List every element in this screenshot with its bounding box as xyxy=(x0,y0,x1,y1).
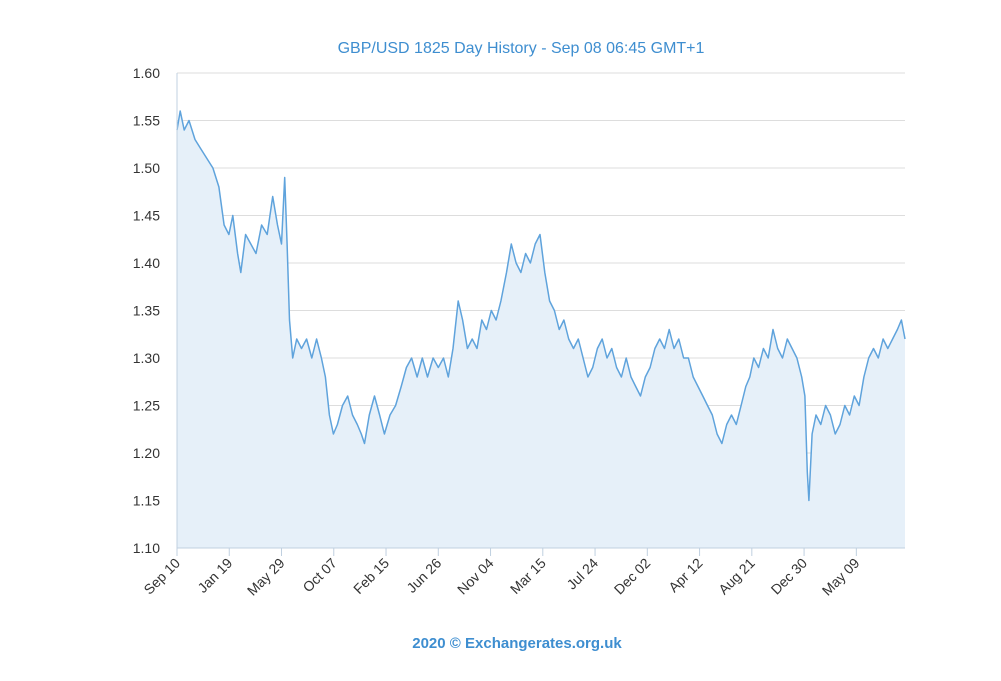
x-tick-label: Mar 15 xyxy=(507,555,549,597)
x-tick-label: Jul 24 xyxy=(563,555,601,593)
x-axis-ticks: Sep 10 Jan 19 May 29 Oct 07 Feb 15 Jun 26 Nov … xyxy=(140,548,863,599)
x-tick-label: Sep 10 xyxy=(140,555,183,598)
y-tick-label: 1.30 xyxy=(133,350,160,366)
x-tick-label: May 29 xyxy=(244,555,288,599)
y-tick-label: 1.15 xyxy=(133,493,160,509)
x-tick-label: Jun 26 xyxy=(403,555,444,596)
series-line[interactable] xyxy=(176,110,906,502)
y-tick-label: 1.10 xyxy=(133,540,160,556)
y-tick-label: 1.35 xyxy=(133,303,160,319)
y-tick-label: 1.55 xyxy=(133,113,160,129)
x-tick-label: Jan 19 xyxy=(194,555,235,596)
y-tick-label: 1.60 xyxy=(133,65,160,81)
x-tick-label: Feb 15 xyxy=(350,555,392,597)
y-tick-label: 1.45 xyxy=(133,208,160,224)
chart-title: GBP/USD 1825 Day History - Sep 08 06:45 … xyxy=(338,40,705,57)
axes xyxy=(176,73,905,549)
x-tick-label: Oct 07 xyxy=(299,555,340,596)
x-tick-label: Dec 02 xyxy=(611,555,654,598)
x-tick-label: Aug 21 xyxy=(715,555,758,598)
x-tick-label: Apr 12 xyxy=(665,555,706,596)
credit-label[interactable]: 2020 © Exchangerates.org.uk xyxy=(412,635,622,652)
x-tick-label: Nov 04 xyxy=(454,555,497,598)
y-tick-label: 1.25 xyxy=(133,398,160,414)
y-tick-label: 1.40 xyxy=(133,255,160,271)
series-area xyxy=(176,110,906,548)
y-tick-label: 1.50 xyxy=(133,160,160,176)
x-tick-label: Dec 30 xyxy=(768,555,811,598)
series-area-fill xyxy=(177,111,905,548)
y-axis-ticks: 1.60 1.55 1.50 1.45 1.40 1.35 1.30 1.25 1.20 1.15… xyxy=(133,65,160,556)
x-tick-label: May 09 xyxy=(819,555,863,599)
y-tick-label: 1.20 xyxy=(133,445,160,461)
